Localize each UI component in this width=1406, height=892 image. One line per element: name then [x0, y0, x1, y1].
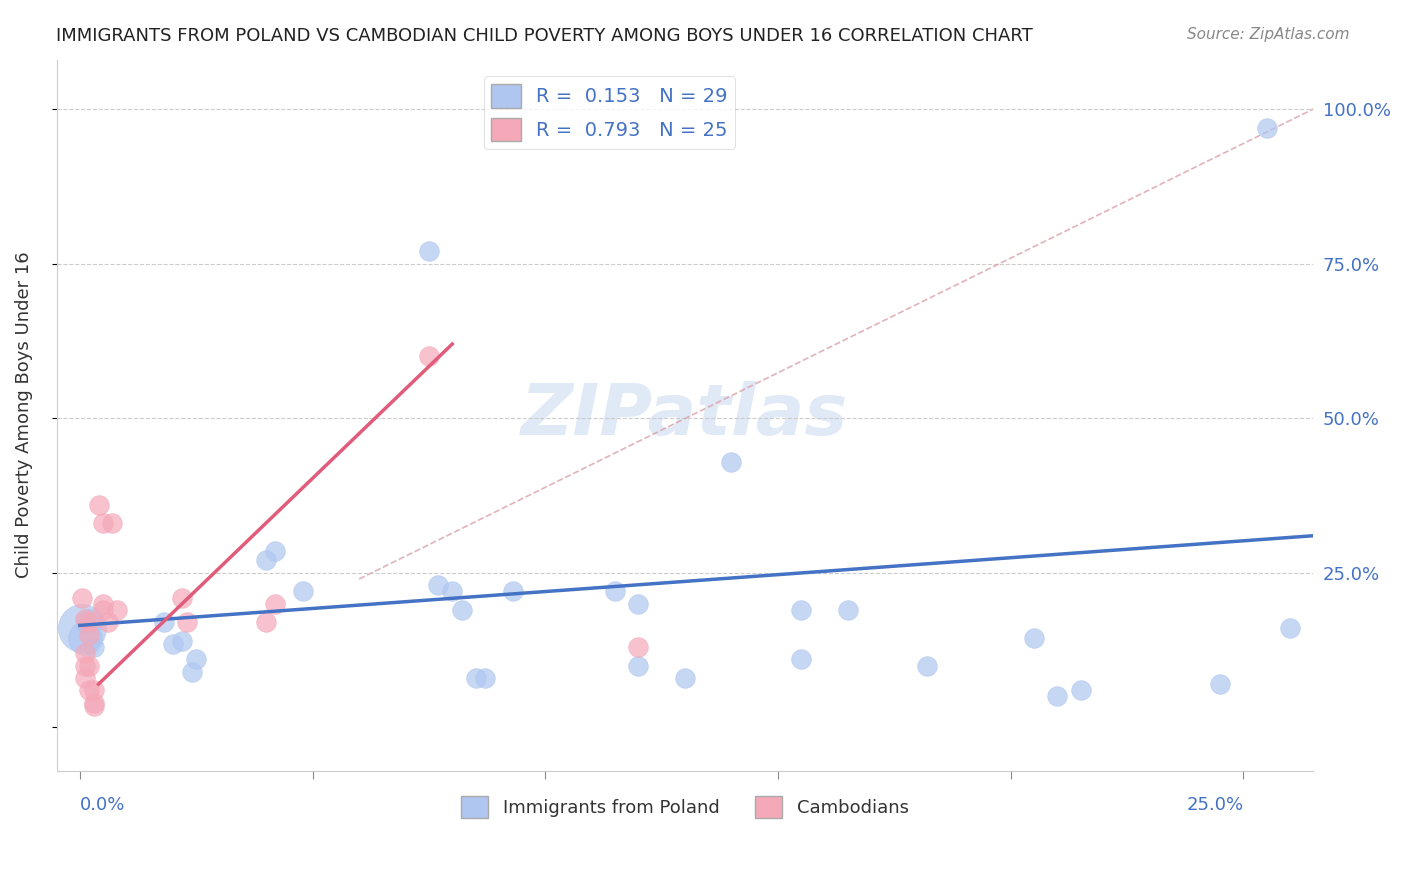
- Point: [254, 615, 277, 630]
- Point: [83, 683, 105, 698]
- Point: [418, 244, 440, 259]
- Point: [1046, 690, 1069, 704]
- Point: [720, 454, 742, 468]
- Point: [450, 603, 472, 617]
- Point: [87, 498, 110, 512]
- Point: [70, 622, 93, 636]
- Point: [441, 584, 464, 599]
- Point: [73, 671, 96, 685]
- Point: [105, 603, 128, 617]
- Point: [264, 544, 287, 558]
- Point: [73, 612, 96, 626]
- Point: [627, 597, 650, 611]
- Point: [292, 584, 315, 599]
- Text: 25.0%: 25.0%: [1187, 796, 1243, 814]
- Point: [77, 627, 100, 641]
- Point: [97, 615, 120, 630]
- Point: [77, 615, 100, 630]
- Point: [101, 516, 124, 531]
- Text: IMMIGRANTS FROM POLAND VS CAMBODIAN CHILD POVERTY AMONG BOYS UNDER 16 CORRELATIO: IMMIGRANTS FROM POLAND VS CAMBODIAN CHIL…: [56, 27, 1033, 45]
- Point: [427, 578, 450, 592]
- Point: [790, 603, 813, 617]
- Point: [152, 615, 174, 630]
- Point: [70, 591, 93, 605]
- Point: [418, 350, 440, 364]
- Point: [91, 516, 114, 531]
- Point: [254, 553, 277, 567]
- Point: [83, 696, 105, 710]
- Point: [627, 640, 650, 654]
- Point: [91, 597, 114, 611]
- Text: 0.0%: 0.0%: [80, 796, 125, 814]
- Point: [790, 652, 813, 666]
- Point: [83, 640, 105, 654]
- Point: [837, 603, 859, 617]
- Point: [1022, 631, 1045, 645]
- Point: [915, 658, 938, 673]
- Point: [91, 603, 114, 617]
- Y-axis label: Child Poverty Among Boys Under 16: Child Poverty Among Boys Under 16: [15, 252, 32, 578]
- Point: [73, 658, 96, 673]
- Point: [83, 698, 105, 713]
- Point: [77, 683, 100, 698]
- Text: ZIPatlas: ZIPatlas: [522, 381, 849, 450]
- Point: [186, 652, 208, 666]
- Point: [77, 615, 100, 630]
- Point: [673, 671, 696, 685]
- Point: [176, 615, 198, 630]
- Point: [264, 597, 287, 611]
- Point: [77, 658, 100, 673]
- Point: [605, 584, 627, 599]
- Point: [627, 658, 650, 673]
- Point: [474, 671, 496, 685]
- Point: [464, 671, 486, 685]
- Point: [502, 584, 524, 599]
- Point: [73, 631, 96, 645]
- Legend: Immigrants from Poland, Cambodians: Immigrants from Poland, Cambodians: [454, 789, 917, 826]
- Point: [1070, 683, 1092, 698]
- Text: Source: ZipAtlas.com: Source: ZipAtlas.com: [1187, 27, 1350, 42]
- Point: [73, 646, 96, 660]
- Point: [172, 591, 194, 605]
- Point: [1279, 622, 1302, 636]
- Point: [180, 665, 202, 679]
- Point: [162, 637, 184, 651]
- Point: [1209, 677, 1232, 691]
- Point: [1256, 120, 1278, 135]
- Point: [172, 633, 194, 648]
